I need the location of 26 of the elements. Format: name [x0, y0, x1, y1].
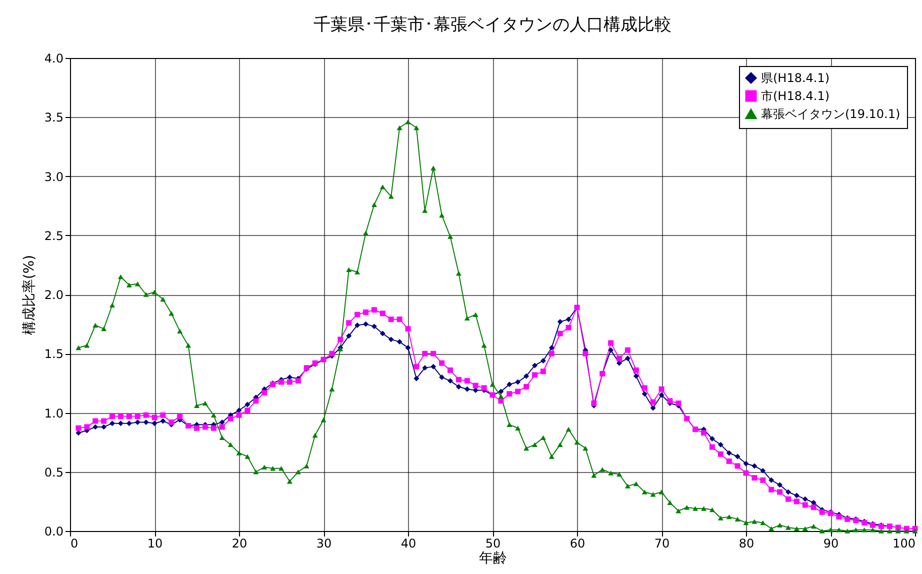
x-tick-label: 60 — [570, 536, 586, 550]
legend-label: 県(H18.4.1) — [761, 71, 830, 85]
x-tick-label: 20 — [232, 536, 248, 550]
x-tick-label: 50 — [485, 536, 501, 550]
y-tick-label: 4.0 — [44, 52, 64, 66]
x-tick-label: 30 — [316, 536, 332, 550]
x-tick-label: 10 — [147, 536, 163, 550]
y-tick-label: 3.5 — [44, 110, 64, 125]
y-tick-label: 0.0 — [44, 524, 64, 538]
y-tick-label: 1.0 — [44, 406, 64, 420]
legend-label: 市(H18.4.1) — [761, 89, 830, 103]
x-axis-title: 年齢 — [479, 550, 507, 566]
legend-label: 幕張ベイタウン(19.10.1) — [761, 107, 900, 121]
chart-title: 千葉県･千葉市･幕張ベイタウンの人口構成比較 — [314, 15, 672, 35]
y-tick-label: 3.0 — [44, 170, 64, 184]
x-tick-label: 90 — [823, 536, 839, 550]
x-tick-label: 100 — [892, 536, 916, 550]
y-tick-label: 0.5 — [44, 465, 64, 480]
y-tick-label: 2.5 — [44, 228, 64, 243]
x-tick-label: 80 — [738, 536, 754, 550]
y-axis-title: 構成比率(%) — [21, 254, 38, 336]
x-tick-label: 40 — [400, 536, 416, 550]
y-tick-label: 2.0 — [44, 288, 64, 302]
y-tick-label: 1.5 — [44, 347, 64, 362]
x-tick-label: 70 — [654, 536, 670, 550]
x-tick-label: 0 — [70, 536, 78, 550]
